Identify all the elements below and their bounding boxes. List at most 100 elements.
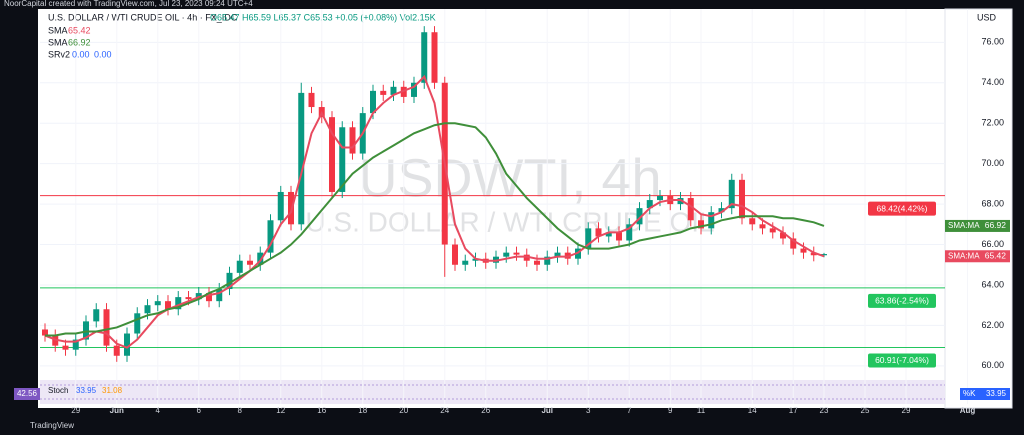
y-tick-label: 70.00 bbox=[981, 158, 1004, 168]
candle-body bbox=[206, 293, 212, 302]
candle-body bbox=[144, 305, 151, 314]
y-tick-label: 76.00 bbox=[981, 37, 1004, 47]
candle-body bbox=[800, 248, 807, 253]
sma-line bbox=[45, 122, 825, 337]
x-tick-label: 11 bbox=[697, 406, 706, 415]
candle-body bbox=[267, 220, 274, 253]
x-tick-label: 9 bbox=[668, 406, 673, 415]
axis-unit: USD bbox=[977, 12, 997, 22]
quote: O65.47 H65.59 L65.37 C65.53 +0.05 (+0.08… bbox=[210, 12, 436, 22]
candle-body bbox=[339, 127, 346, 192]
candle-body bbox=[544, 256, 551, 265]
candle-body bbox=[380, 90, 387, 95]
candle-body bbox=[165, 301, 171, 310]
candle-body bbox=[62, 345, 69, 350]
x-tick-label: 23 bbox=[820, 406, 829, 415]
y-tick-label: 64.00 bbox=[981, 279, 1004, 289]
price-axis bbox=[944, 8, 1013, 409]
candle-body bbox=[226, 272, 233, 290]
x-tick-label: 6 bbox=[197, 406, 202, 415]
stoch-tag-value: 33.95 bbox=[986, 389, 1007, 398]
stoch-name: Stoch bbox=[48, 386, 68, 395]
candle-body bbox=[93, 309, 100, 322]
candle-body bbox=[780, 232, 786, 239]
sma-line bbox=[44, 74, 825, 349]
indicator-value: 0.00 bbox=[94, 49, 112, 59]
candle-body bbox=[431, 32, 438, 83]
header: U.S. DOLLAR / WTI CRUDE OIL · 4h · FX_ID… bbox=[48, 12, 238, 22]
candle-body bbox=[288, 191, 294, 225]
candle-body bbox=[308, 92, 315, 108]
x-tick-label: Jun bbox=[110, 406, 124, 415]
candle-body bbox=[657, 196, 663, 201]
level-label: 68.42(4.42%) bbox=[876, 203, 927, 213]
legend-name: SMA bbox=[48, 25, 68, 35]
candle-body bbox=[175, 297, 182, 310]
level-tag bbox=[868, 201, 936, 216]
sma-tag-value: 65.42 bbox=[985, 251, 1007, 261]
candle-body bbox=[759, 224, 766, 229]
candle-body bbox=[636, 208, 643, 225]
stoch-tag-name: %K bbox=[963, 389, 976, 398]
y-tick-label: 72.00 bbox=[981, 118, 1004, 128]
x-tick-label: 17 bbox=[789, 406, 798, 415]
y-tick-label: 68.00 bbox=[981, 198, 1004, 208]
level-label: 60.91(-7.04%) bbox=[875, 355, 929, 365]
x-tick-label: 7 bbox=[627, 406, 632, 415]
x-tick-label: 14 bbox=[748, 406, 757, 415]
level-tag bbox=[868, 353, 936, 368]
candle-body bbox=[585, 228, 592, 249]
rsi-value: 42.56 bbox=[17, 389, 38, 398]
sma-tag-name: SMA:MA bbox=[948, 221, 980, 230]
x-tick-label: 4 bbox=[156, 406, 161, 415]
x-tick-label: 24 bbox=[440, 406, 449, 415]
stoch-pane bbox=[40, 380, 945, 404]
x-tick-label: 29 bbox=[71, 406, 80, 415]
candle-body bbox=[298, 92, 305, 225]
candle-body bbox=[749, 218, 756, 225]
y-tick-label: 62.00 bbox=[981, 320, 1004, 330]
sma-axis-tag bbox=[945, 250, 1010, 263]
candle-body bbox=[42, 329, 48, 336]
candle-body bbox=[554, 252, 561, 257]
candle-body bbox=[626, 224, 633, 241]
x-tick-label: 16 bbox=[317, 406, 326, 415]
x-tick-label: 20 bbox=[399, 406, 408, 415]
candle-body bbox=[247, 260, 253, 265]
candle-body bbox=[718, 208, 725, 213]
level-tag bbox=[868, 293, 936, 308]
candle-body bbox=[462, 260, 469, 265]
x-tick-label: Aug bbox=[960, 406, 976, 415]
candle-body bbox=[646, 200, 653, 209]
footer-brand: TradingView bbox=[30, 421, 74, 430]
sma-axis-tag bbox=[945, 219, 1010, 232]
candle-body bbox=[810, 252, 817, 256]
candle-body bbox=[687, 198, 694, 221]
watermark-subtitle: U.S. DOLLAR / WTI CRUDE OIL bbox=[305, 206, 714, 237]
rsi-tag bbox=[14, 388, 40, 400]
candle-body bbox=[739, 179, 745, 219]
level-label: 63.86(-2.54%) bbox=[875, 296, 929, 306]
candle-body bbox=[257, 252, 264, 265]
x-tick-label: 12 bbox=[276, 406, 285, 415]
candle-body bbox=[103, 309, 110, 346]
candle-body bbox=[349, 127, 356, 154]
indicator-name: SRv2 bbox=[48, 49, 70, 59]
candle-body bbox=[503, 252, 510, 257]
candle-body bbox=[113, 345, 120, 356]
stoch-value: 33.95 bbox=[76, 386, 97, 395]
x-tick-label: 18 bbox=[358, 406, 367, 415]
candle-body bbox=[154, 301, 161, 306]
candle-body bbox=[185, 297, 192, 300]
legend-name: SMA bbox=[48, 37, 68, 47]
candle-body bbox=[329, 117, 335, 192]
x-tick-label: 3 bbox=[586, 406, 591, 415]
x-tick-label: Jul bbox=[541, 406, 553, 415]
candle-body bbox=[790, 238, 797, 249]
legend-value: 66.92 bbox=[68, 37, 91, 47]
stoch-axis-tag bbox=[960, 388, 1010, 400]
candle-body bbox=[821, 254, 827, 256]
indicator-value: 0.00 bbox=[72, 49, 90, 59]
candle-body bbox=[421, 32, 428, 83]
candle-body bbox=[370, 90, 376, 114]
